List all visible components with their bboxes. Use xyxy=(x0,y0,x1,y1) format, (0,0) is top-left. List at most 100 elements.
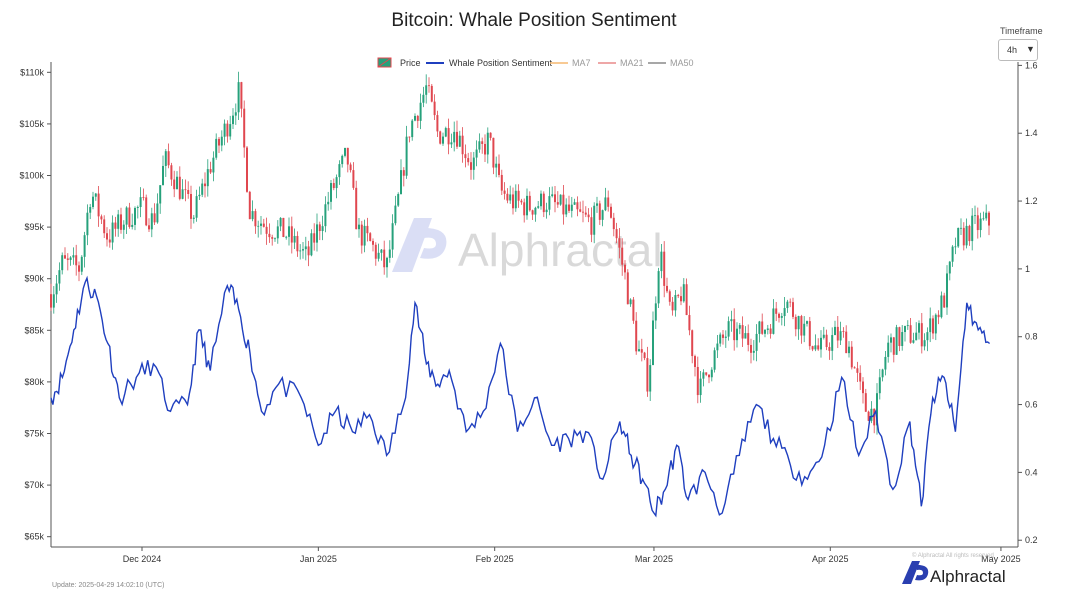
price-candle-body xyxy=(954,246,957,248)
legend-item-price[interactable]: Price xyxy=(377,57,421,68)
price-candle-body xyxy=(268,233,271,238)
price-candle xyxy=(789,298,792,308)
price-candle xyxy=(845,325,848,354)
price-candle xyxy=(436,110,439,138)
price-candle-body xyxy=(890,337,892,343)
price-candle-body xyxy=(772,308,775,334)
price-candle-body xyxy=(744,333,747,339)
price-candle xyxy=(209,161,212,174)
price-candle-body xyxy=(618,238,621,248)
price-candle-body xyxy=(442,136,444,144)
price-candle xyxy=(260,215,262,235)
price-candle xyxy=(156,193,159,224)
legend-item-ma7[interactable]: MA7 xyxy=(550,58,591,68)
price-candle xyxy=(72,247,75,265)
price-candle xyxy=(302,241,304,259)
price-candle-body xyxy=(696,366,699,396)
price-candle-body xyxy=(503,190,506,194)
price-candle xyxy=(954,237,957,255)
price-candle xyxy=(859,365,862,390)
price-candle xyxy=(831,327,834,361)
price-candle-body xyxy=(523,202,526,216)
price-candle xyxy=(764,329,766,338)
price-candle-body xyxy=(677,295,680,297)
price-candle-body xyxy=(730,319,733,322)
price-candle xyxy=(864,388,867,413)
timeframe-value: 4h xyxy=(1007,45,1018,55)
x-tick-label: Feb 2025 xyxy=(476,554,514,564)
price-candle-body xyxy=(682,284,685,302)
price-candle-body xyxy=(436,115,439,132)
price-candle xyxy=(58,262,61,291)
x-tick-label: Mar 2025 xyxy=(635,554,673,564)
price-candle-body xyxy=(489,132,492,138)
legend-item-sentiment[interactable]: Whale Position Sentiment xyxy=(426,58,553,68)
price-candle-body xyxy=(710,369,713,378)
price-candle xyxy=(660,243,663,279)
watermark-logo-mark xyxy=(418,227,447,259)
price-candle-body xyxy=(904,326,906,333)
price-candle xyxy=(545,202,548,219)
legend-item-ma21[interactable]: MA21 xyxy=(598,58,644,68)
price-candle-body xyxy=(859,372,862,382)
price-candle xyxy=(78,261,80,282)
price-candle xyxy=(962,222,965,251)
price-candle xyxy=(780,312,783,326)
price-candle-body xyxy=(800,316,803,336)
right-axis-ticks: 0.2 0.4 0.6 0.8 1 1.2 1.4 1.6 xyxy=(1018,60,1038,545)
price-candle xyxy=(310,229,313,257)
price-candle xyxy=(884,350,887,376)
price-candle xyxy=(215,133,218,160)
price-candle-body xyxy=(164,151,167,166)
price-candle-body xyxy=(302,249,304,251)
price-candle xyxy=(55,274,58,303)
price-candle-body xyxy=(190,194,192,219)
price-candle xyxy=(467,152,470,166)
chart-title: Bitcoin: Whale Position Sentiment xyxy=(391,10,677,31)
price-candle-body xyxy=(215,138,218,158)
timeframe-select[interactable]: 4h ▼ xyxy=(998,39,1038,61)
price-candle-body xyxy=(106,233,108,240)
price-candle-body xyxy=(587,214,590,218)
price-candle-body xyxy=(467,158,470,163)
price-candle-body xyxy=(856,368,859,373)
price-candle-body xyxy=(979,218,982,231)
watermark-brand: Alphractal xyxy=(458,224,663,276)
price-candle-body xyxy=(400,170,402,195)
price-candle xyxy=(145,194,148,227)
price-candle xyxy=(624,260,626,280)
price-candle-body xyxy=(951,246,954,262)
price-candle xyxy=(173,170,176,198)
price-candle xyxy=(870,401,873,424)
price-candle xyxy=(556,191,559,208)
price-candle xyxy=(724,330,727,348)
left-tick-label: $95k xyxy=(24,222,44,232)
price-candle-body xyxy=(61,255,64,271)
price-candle-body xyxy=(901,332,904,347)
price-candle xyxy=(402,167,405,187)
price-candle xyxy=(988,211,990,236)
price-candle xyxy=(607,190,610,212)
price-candle xyxy=(643,351,646,361)
price-candle-body xyxy=(83,235,86,257)
price-candle-body xyxy=(761,321,764,334)
price-candle xyxy=(248,190,251,220)
price-candle-body xyxy=(69,257,72,260)
price-candle xyxy=(523,198,526,223)
price-candle xyxy=(122,220,125,239)
price-candle-body xyxy=(657,271,660,304)
price-candle-body xyxy=(884,356,887,370)
price-candle xyxy=(262,218,265,228)
price-candle-body xyxy=(887,342,890,357)
legend-item-ma50[interactable]: MA50 xyxy=(648,58,694,68)
price-candle-body xyxy=(500,174,503,191)
price-candle-body xyxy=(526,195,528,216)
price-candle xyxy=(604,187,607,212)
price-candle-body xyxy=(940,295,943,318)
price-candle xyxy=(752,340,755,361)
price-candle xyxy=(61,252,64,275)
price-candle xyxy=(842,327,845,338)
price-candle-body xyxy=(638,349,640,352)
price-candle-body xyxy=(338,164,341,178)
price-candle-body xyxy=(181,189,184,199)
